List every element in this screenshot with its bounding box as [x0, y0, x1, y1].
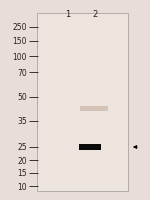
Text: 10: 10 — [17, 182, 27, 191]
Text: 250: 250 — [12, 23, 27, 32]
Text: 50: 50 — [17, 93, 27, 102]
Bar — [79, 144, 101, 150]
Text: 25: 25 — [17, 143, 27, 152]
Text: 70: 70 — [17, 68, 27, 77]
Text: 35: 35 — [17, 117, 27, 126]
Bar — [37, 14, 128, 191]
Text: 1: 1 — [65, 10, 71, 19]
Text: 100: 100 — [12, 52, 27, 61]
Text: 20: 20 — [17, 156, 27, 165]
Text: 2: 2 — [92, 10, 98, 19]
Bar — [80, 106, 108, 111]
Text: 150: 150 — [12, 37, 27, 46]
Text: 15: 15 — [17, 169, 27, 178]
